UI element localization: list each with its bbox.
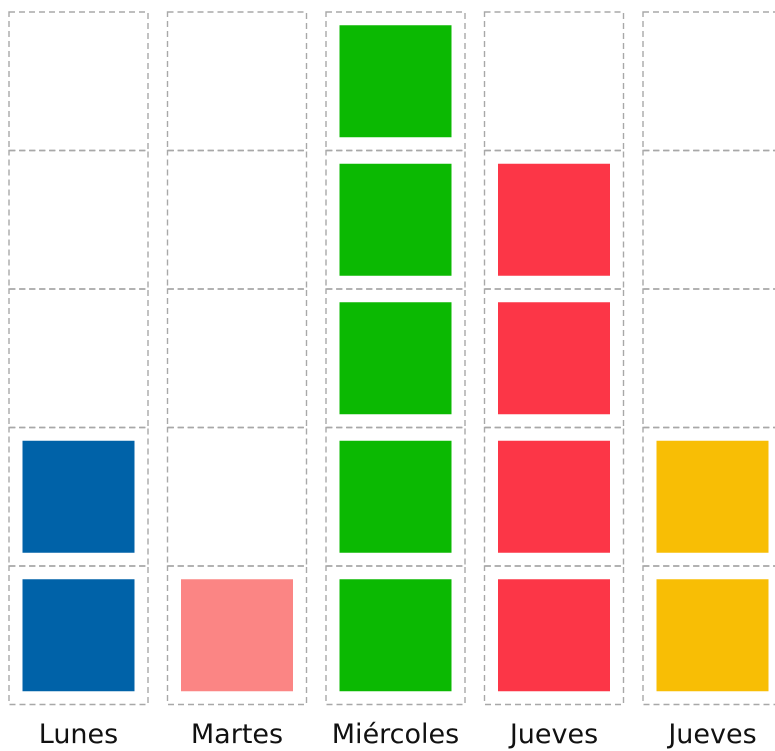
grid-cell bbox=[8, 426, 149, 567]
category-label: Lunes bbox=[39, 719, 118, 750]
bar-square bbox=[498, 440, 610, 553]
day-labels: Lunes Martes Miércoles Jueves Jueves bbox=[39, 719, 757, 750]
grid-cell bbox=[166, 565, 308, 706]
bar-square bbox=[498, 163, 610, 276]
grid-cell bbox=[483, 288, 625, 429]
grid-cell bbox=[166, 426, 308, 567]
grid-cell bbox=[483, 11, 625, 152]
bar-square bbox=[339, 163, 452, 276]
grid-cell bbox=[325, 149, 466, 290]
grid-cells bbox=[8, 11, 775, 706]
category-label: Jueves bbox=[666, 719, 756, 750]
grid-cell bbox=[8, 288, 149, 429]
category-label: Jueves bbox=[508, 719, 598, 750]
grid-cell bbox=[166, 11, 308, 152]
grid-cell bbox=[8, 565, 149, 706]
grid-cell bbox=[325, 11, 466, 152]
bar-square bbox=[181, 579, 293, 692]
grid-cell bbox=[8, 11, 149, 152]
grid-cell bbox=[325, 426, 466, 567]
grid-cell bbox=[483, 565, 625, 706]
bar-square bbox=[339, 25, 452, 138]
bar-square bbox=[339, 440, 452, 553]
bar-square bbox=[656, 440, 769, 553]
grid-cell bbox=[642, 149, 775, 290]
grid-cell bbox=[483, 426, 625, 567]
grid-cell bbox=[642, 11, 775, 152]
grid-cell bbox=[166, 288, 308, 429]
grid-cell bbox=[642, 288, 775, 429]
grid-cell bbox=[8, 149, 149, 290]
grid-cell bbox=[325, 288, 466, 429]
category-label: Martes bbox=[191, 719, 283, 750]
bar-square bbox=[22, 440, 135, 553]
bar-square bbox=[498, 579, 610, 692]
bar-square bbox=[339, 302, 452, 415]
bar-square bbox=[656, 579, 769, 692]
bar-squares bbox=[22, 25, 769, 692]
grid-cell bbox=[325, 565, 466, 706]
grid-cell bbox=[642, 426, 775, 567]
bar-square bbox=[498, 302, 610, 415]
bar-square bbox=[22, 579, 135, 692]
category-label: Miércoles bbox=[332, 719, 459, 750]
bar-square bbox=[339, 579, 452, 692]
grid-cell bbox=[642, 565, 775, 706]
grid-cell bbox=[483, 149, 625, 290]
grid-cell bbox=[166, 149, 308, 290]
